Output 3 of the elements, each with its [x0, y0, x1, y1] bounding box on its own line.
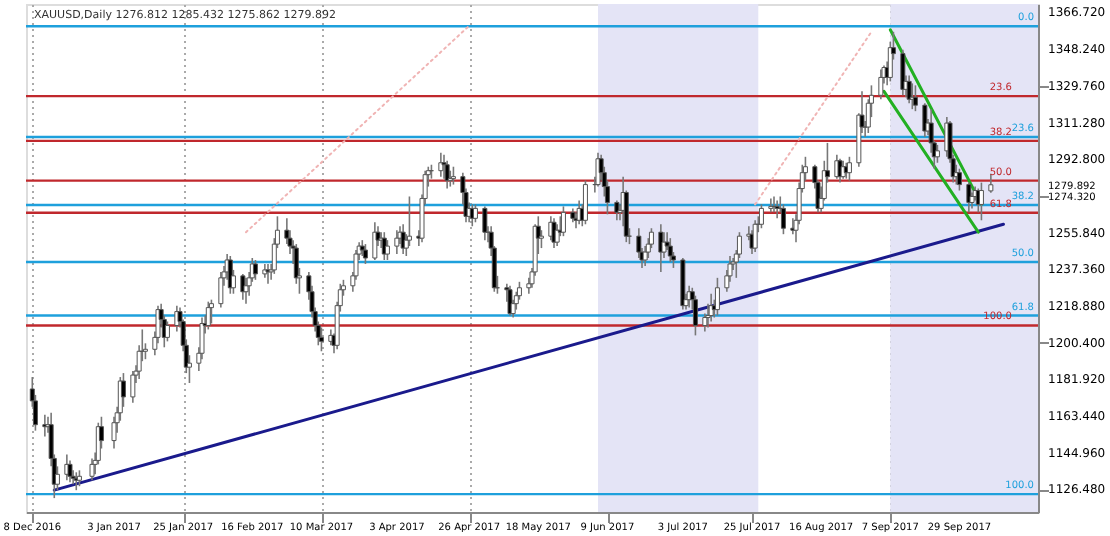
candlestick: [988, 173, 994, 194]
candlestick: [705, 302, 711, 329]
candlestick: [111, 415, 117, 450]
